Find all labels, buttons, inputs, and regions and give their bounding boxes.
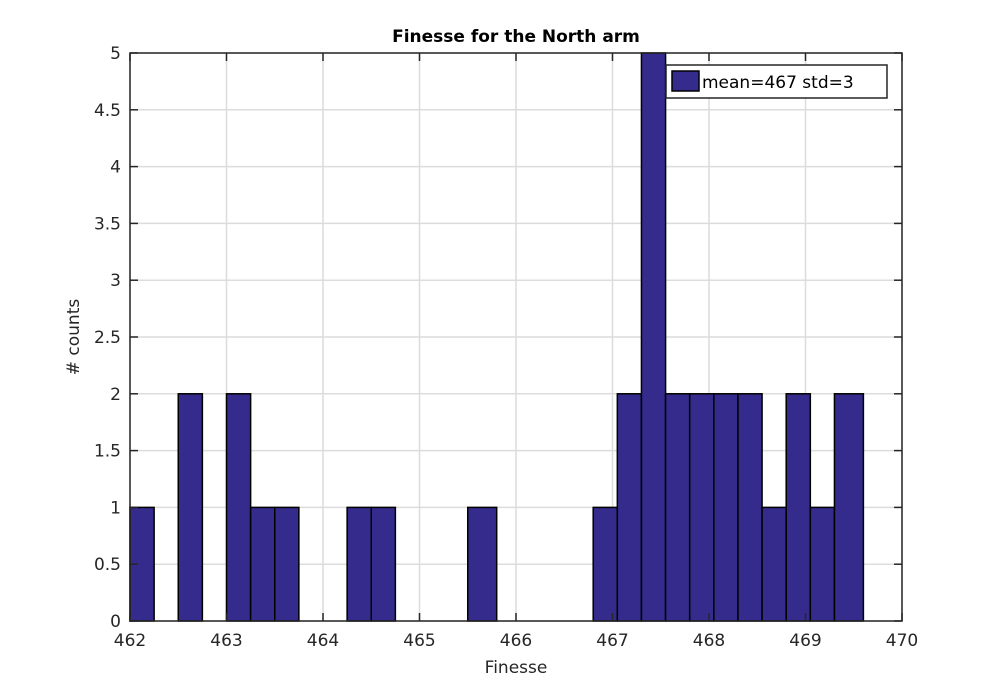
y-tick-label: 1.5 (94, 442, 121, 462)
y-tick-label: 3.5 (94, 214, 121, 234)
y-tick-label: 5 (110, 44, 121, 64)
x-axis: 462 463 464 465 466 467 468 469 470 (114, 53, 918, 651)
histogram-bar (809, 506, 836, 622)
legend-swatch (671, 70, 700, 92)
y-tick-label: 3 (110, 271, 121, 291)
y-tick-label: 2 (110, 385, 121, 405)
histogram-bar (785, 393, 812, 622)
y-axis-label: # counts (64, 299, 84, 376)
histogram-bar (616, 393, 643, 622)
histogram-bar (249, 506, 276, 622)
legend: mean=467 std=3 (665, 64, 888, 99)
histogram-bar (737, 393, 763, 622)
histogram-bar (177, 393, 204, 622)
x-tick-label: 463 (210, 631, 242, 651)
histogram-bar (274, 506, 300, 622)
x-tick-label: 469 (789, 631, 821, 651)
histogram-bar (592, 506, 619, 622)
histogram-bar (370, 506, 397, 622)
x-tick-label: 467 (596, 631, 628, 651)
x-tick-label: 466 (500, 631, 532, 651)
x-axis-label: Finesse (485, 658, 548, 678)
histogram-bar (346, 506, 372, 622)
y-axis: 0 0.5 1 1.5 2 2.5 3 3.5 4 4.5 5 (94, 44, 902, 632)
chart-title: Finesse for the North arm (392, 27, 640, 47)
y-tick-label: 1 (110, 498, 121, 518)
x-tick-label: 468 (693, 631, 725, 651)
histogram-bar (688, 393, 715, 622)
histogram-bar (225, 393, 252, 622)
y-tick-label: 2.5 (94, 328, 121, 348)
x-tick-label: 462 (114, 631, 146, 651)
y-tick-label: 4 (110, 158, 121, 178)
histogram-bar (833, 393, 865, 622)
histogram-bar (761, 506, 787, 622)
histogram-bar (467, 506, 498, 622)
x-tick-label: 465 (403, 631, 435, 651)
legend-box (665, 64, 888, 99)
histogram-bar (664, 393, 691, 622)
y-tick-label: 0 (110, 612, 121, 632)
y-tick-label: 4.5 (94, 101, 121, 121)
histogram-bar (713, 393, 739, 622)
histogram-bar (640, 52, 667, 622)
x-tick-label: 464 (307, 631, 339, 651)
x-tick-label: 470 (886, 631, 918, 651)
legend-label: mean=467 std=3 (702, 73, 854, 93)
y-tick-label: 0.5 (94, 555, 121, 575)
